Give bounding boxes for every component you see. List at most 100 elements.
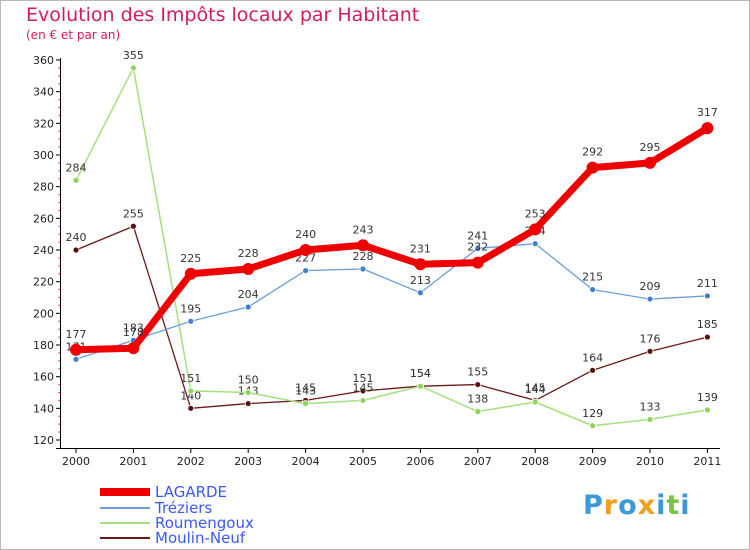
data-point [302,267,310,274]
data-label: 154 [410,367,431,380]
logo-letter: r [603,490,619,521]
data-label: 145 [353,381,374,394]
data-label: 225 [180,252,201,265]
legend-swatch [100,488,150,496]
data-label: 133 [640,400,661,413]
data-label: 228 [238,247,259,260]
data-point [529,223,542,236]
data-label: 284 [66,161,87,174]
data-label: 240 [66,231,87,244]
legend-label: Roumengoux [155,514,254,532]
data-label: 195 [180,302,201,315]
x-tick-label: 2009 [579,455,607,468]
data-label: 177 [66,328,87,341]
data-label: 144 [525,383,546,396]
data-label: 209 [640,280,661,293]
data-label: 150 [238,374,259,387]
x-tick-label: 2001 [119,455,147,468]
data-label: 292 [582,146,603,159]
y-tick-label: 180 [33,339,54,352]
data-point [359,397,367,404]
data-label: 138 [467,393,488,406]
data-point [474,408,482,415]
data-point [704,292,711,300]
data-label: 355 [123,49,144,62]
y-tick-label: 140 [33,402,54,415]
data-label: 253 [525,207,546,220]
data-point [244,400,252,407]
series-line-roumengoux [75,67,709,427]
data-point [70,343,82,356]
x-tick-label: 2000 [62,455,90,468]
y-tick-label: 120 [33,434,54,447]
y-tick-label: 160 [33,371,54,384]
data-label: 176 [640,332,661,345]
x-tick-label: 2010 [636,455,664,468]
data-point [471,256,484,269]
data-point [187,387,195,395]
data-point [127,342,140,355]
data-point [359,265,367,273]
x-tick-label: 2006 [406,455,434,468]
logo-letter: o [618,490,638,521]
y-tick-label: 320 [33,117,54,130]
logo-letter: t [666,490,681,521]
data-label: 154 [410,367,431,380]
y-tick-label: 260 [33,212,54,225]
data-point [704,406,711,414]
data-point [129,222,137,230]
legend-label: Moulin-Neuf [155,529,246,547]
chart-title: Evolution des Impôts locaux par Habitant [26,4,420,26]
y-tick-label: 200 [33,307,54,320]
data-point [416,382,424,390]
data-label: 232 [467,241,488,254]
data-label: 240 [295,228,316,241]
x-tick-label: 2008 [521,455,549,468]
data-label: 185 [697,318,718,331]
chart-subtitle: (en € et par an) [26,28,121,42]
data-label: 145 [295,381,316,394]
y-tick-label: 300 [33,149,54,162]
logo-letter: x [637,490,657,521]
data-label: 155 [467,366,488,379]
data-label: 164 [582,351,603,364]
logo-letter: i [680,490,691,521]
data-point [357,239,369,252]
data-point [474,245,482,252]
data-label: 211 [697,277,718,290]
y-tick-label: 240 [33,244,54,257]
legend-label: Tréziers [155,499,213,517]
legend-swatch [100,537,150,539]
legend-swatch [100,522,150,524]
data-label: 255 [123,207,144,220]
x-tick-label: 2011 [693,455,721,468]
data-point [187,404,195,412]
y-tick-label: 340 [33,86,54,99]
data-point [589,422,596,430]
data-label: 151 [180,372,201,385]
y-tick-label: 360 [33,54,54,67]
data-point [244,303,252,311]
data-point [414,258,427,271]
data-label: 204 [238,288,259,301]
x-tick-label: 2003 [234,455,262,468]
data-point [474,381,482,388]
x-tick-label: 2005 [349,455,377,468]
data-point [646,416,654,423]
data-point [242,263,255,275]
data-point [416,289,424,297]
data-point [244,389,252,396]
data-point [704,333,711,341]
data-point [531,240,539,248]
data-point [644,156,656,169]
data-label: 231 [410,242,431,255]
data-point [586,161,599,174]
data-point [72,176,80,184]
logo-letter: P [583,490,604,521]
data-label: 151 [353,372,374,385]
data-point [646,295,654,303]
x-tick-label: 2002 [177,455,205,468]
data-point [302,400,310,407]
data-point [701,122,714,135]
